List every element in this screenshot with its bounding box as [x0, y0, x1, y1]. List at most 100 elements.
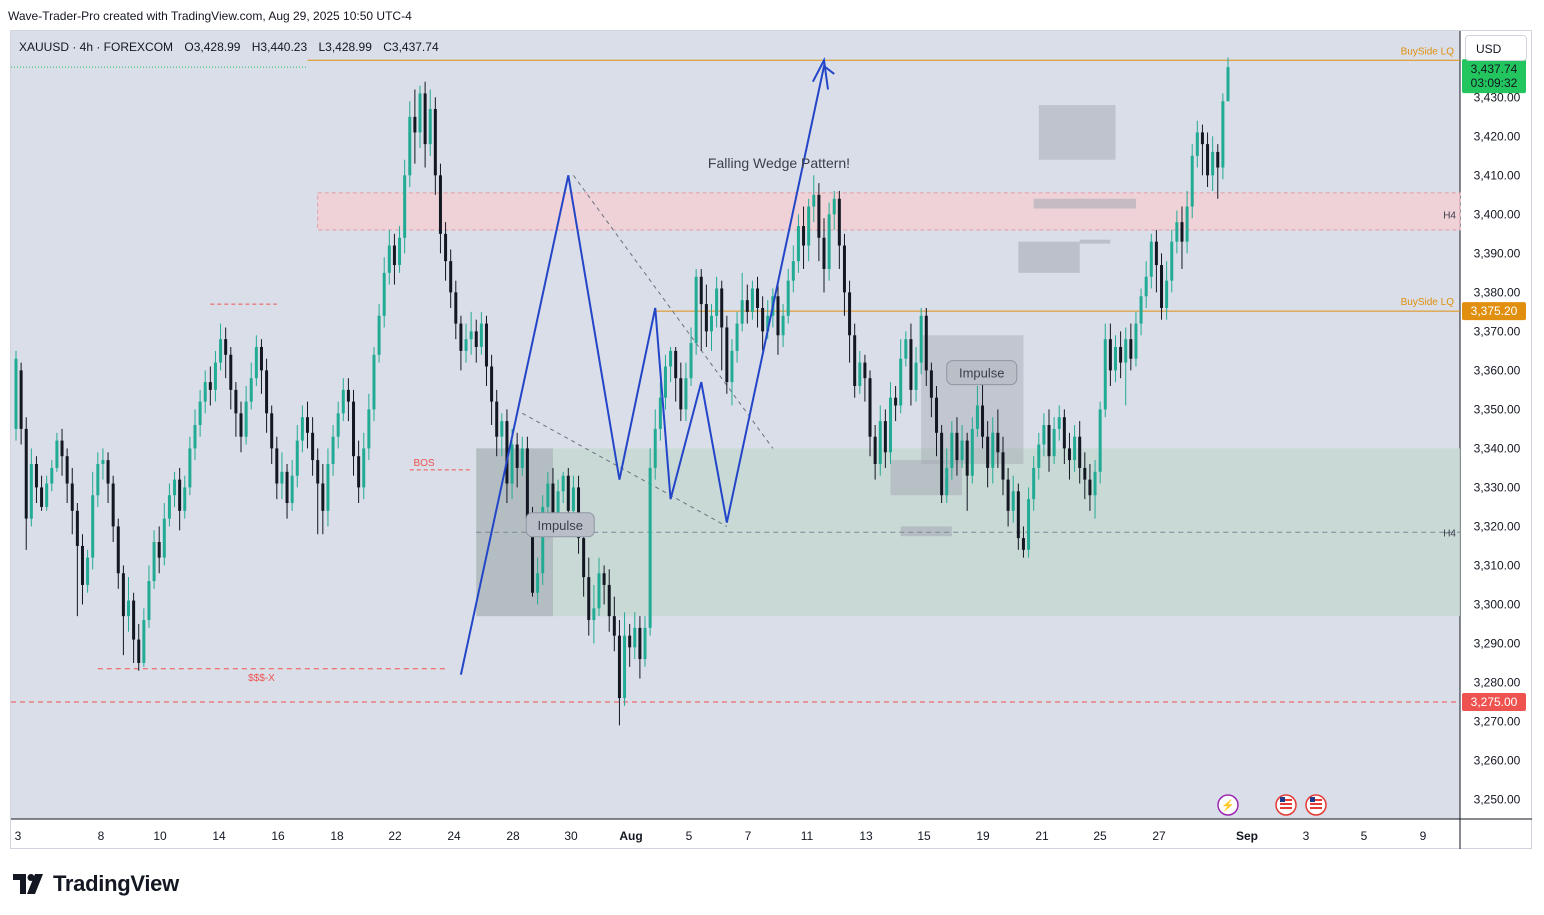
candle-body — [1185, 206, 1189, 242]
candle-body — [750, 288, 754, 312]
candle-body — [914, 362, 918, 390]
candle-body — [1057, 417, 1061, 429]
candle-body — [781, 315, 785, 336]
candle-body — [1006, 479, 1010, 511]
candle-body — [111, 483, 115, 527]
low-value: L3,428.99 — [318, 40, 372, 54]
candle-body — [428, 109, 432, 145]
candle-body — [142, 620, 146, 663]
candle-body — [878, 421, 882, 465]
buyside-lq-mid-label: BuySide LQ — [1401, 297, 1455, 308]
candle-body — [515, 444, 519, 468]
candle-body — [546, 483, 550, 507]
candle-body — [259, 346, 263, 371]
y-tick-label: 3,400.00 — [1474, 207, 1521, 221]
candle-body — [863, 362, 867, 379]
candle-body — [469, 331, 473, 340]
y-tick-label: 3,390.00 — [1474, 246, 1521, 260]
candle-body — [270, 413, 274, 449]
flag-canton — [1280, 797, 1285, 802]
y-tick-label: 3,380.00 — [1474, 285, 1521, 299]
candle-body — [592, 608, 596, 621]
y-tick-label: 3,430.00 — [1474, 90, 1521, 104]
candle-body — [352, 401, 356, 457]
candle-body — [96, 464, 100, 496]
candle-body — [254, 346, 258, 379]
candle-body — [403, 175, 407, 238]
candle-body — [60, 440, 64, 457]
candle-body — [694, 276, 698, 344]
candle-body — [536, 573, 540, 593]
candle-body — [848, 292, 852, 336]
candle-body — [510, 444, 514, 484]
open-value: O3,428.99 — [184, 40, 241, 54]
candle-body — [975, 405, 979, 429]
candle-body — [832, 198, 836, 215]
candle-body — [802, 226, 806, 246]
candle-body — [551, 483, 555, 519]
candle-body — [919, 315, 923, 363]
candle-body — [459, 323, 463, 351]
candle-body — [582, 538, 586, 578]
x-tick-label: 19 — [976, 829, 990, 843]
x-tick-label: 9 — [1420, 829, 1427, 843]
candle-body — [541, 506, 545, 574]
x-tick-label: 13 — [859, 829, 873, 843]
currency-button[interactable]: USD — [1465, 35, 1527, 61]
candle-body — [955, 432, 959, 461]
candle-body — [965, 440, 969, 476]
pattern-title: Falling Wedge Pattern! — [708, 155, 850, 171]
y-tick-label: 3,330.00 — [1474, 480, 1521, 494]
candle-body — [423, 93, 427, 145]
candle-body — [612, 616, 616, 636]
y-tick-label: 3,320.00 — [1474, 519, 1521, 533]
candle-body — [669, 350, 673, 367]
candle-body — [321, 483, 325, 511]
lightning-event-icon — [1217, 794, 1239, 816]
wedge-pattern-path — [459, 64, 835, 675]
x-tick-label: 14 — [212, 829, 226, 843]
candle-body — [858, 362, 862, 386]
candle-body — [883, 421, 887, 453]
candle-body — [904, 339, 908, 359]
candle-body — [822, 237, 826, 269]
candle-body — [101, 460, 105, 465]
candle-body — [398, 237, 402, 266]
price-tag-badge — [1462, 302, 1526, 321]
flag-stripe — [1280, 799, 1292, 801]
candle-body — [198, 401, 202, 425]
candle-body — [336, 413, 340, 437]
candle-body — [1119, 346, 1123, 363]
candle-body — [796, 226, 800, 262]
y-tick-label: 3,280.00 — [1474, 675, 1521, 689]
candle-body — [80, 545, 84, 585]
candle-body — [1098, 409, 1102, 472]
symbol-info-bar[interactable]: XAUUSD · 4h · FOREXCOM O3,428.99 H3,440.… — [19, 40, 447, 54]
wedge-lower-line — [522, 412, 728, 527]
y-tick-label: 3,360.00 — [1474, 363, 1521, 377]
tradingview-brand[interactable]: TradingView — [13, 870, 179, 898]
candle-body — [566, 475, 570, 511]
high-value: H3,440.23 — [251, 40, 308, 54]
symbol-name[interactable]: XAUUSD · 4h · FOREXCOM — [19, 40, 174, 54]
impulse-label-2: Impulse — [959, 366, 1005, 381]
candle-body — [1149, 241, 1153, 277]
order-block-low — [900, 526, 952, 537]
candle-body — [382, 272, 386, 316]
x-tick-label: 25 — [1093, 829, 1107, 843]
candle-body — [316, 460, 320, 484]
candle-body — [86, 557, 90, 585]
candle-body — [730, 350, 734, 383]
candle-body — [531, 518, 535, 593]
candle-body — [786, 280, 790, 316]
candle-body — [362, 448, 366, 488]
candle-body — [924, 315, 928, 371]
candle-body — [290, 475, 294, 504]
candle-body — [1129, 339, 1133, 359]
candle-body — [587, 577, 591, 621]
y-tick-label: 3,290.00 — [1474, 636, 1521, 650]
candle-body — [1216, 151, 1220, 168]
candle-body — [188, 448, 192, 488]
h4-bottom-label: H4 — [1443, 528, 1456, 539]
